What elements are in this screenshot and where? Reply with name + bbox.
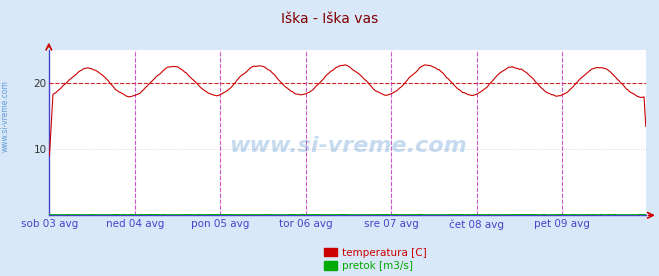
Legend: temperatura [C], pretok [m3/s]: temperatura [C], pretok [m3/s] (324, 248, 427, 271)
Text: www.si-vreme.com: www.si-vreme.com (1, 80, 10, 152)
Text: Iška - Iška vas: Iška - Iška vas (281, 12, 378, 26)
Text: www.si-vreme.com: www.si-vreme.com (229, 136, 467, 156)
